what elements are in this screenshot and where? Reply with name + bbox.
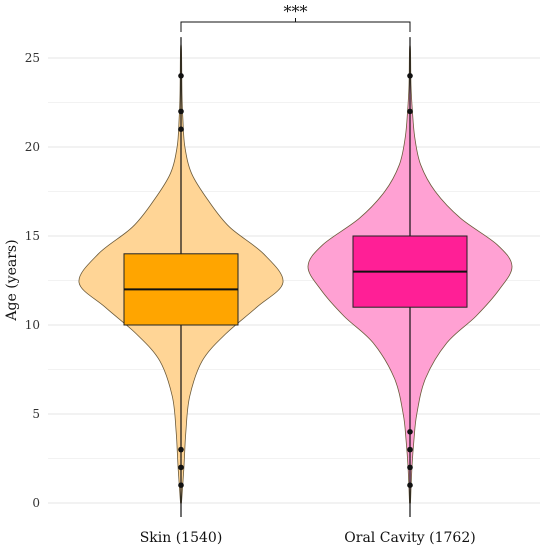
significance-label: *** xyxy=(284,2,308,21)
x-category-label: Oral Cavity (1762) xyxy=(344,530,475,546)
outlier-point xyxy=(407,108,413,115)
outlier-point xyxy=(407,73,413,79)
y-tick-label: 20 xyxy=(25,140,40,154)
x-category-label: Skin (1540) xyxy=(140,530,223,546)
outlier-point xyxy=(178,446,184,453)
outlier-point xyxy=(178,108,184,115)
boxplots xyxy=(123,37,468,517)
y-tick-label: 25 xyxy=(25,51,40,65)
outlier-point xyxy=(407,446,413,453)
outlier-point xyxy=(178,73,184,79)
outlier-point xyxy=(407,429,413,435)
outlier-point xyxy=(178,464,184,471)
y-tick-label: 15 xyxy=(25,229,40,243)
outlier-point xyxy=(178,482,184,489)
outlier-points xyxy=(178,73,413,489)
significance-bracket-line xyxy=(180,21,411,32)
outlier-point xyxy=(407,464,413,471)
y-tick-label: 5 xyxy=(32,407,40,421)
outlier-point xyxy=(407,482,413,489)
y-axis-ticks: 0 5 10 15 20 25 xyxy=(25,51,40,510)
outlier-point xyxy=(178,126,184,132)
y-axis-title: Age (years) xyxy=(4,239,20,321)
y-tick-label: 0 xyxy=(32,496,40,510)
y-tick-label: 10 xyxy=(25,318,40,332)
significance-bracket: *** xyxy=(180,2,411,32)
x-axis-categories: Skin (1540) Oral Cavity (1762) xyxy=(140,530,476,546)
